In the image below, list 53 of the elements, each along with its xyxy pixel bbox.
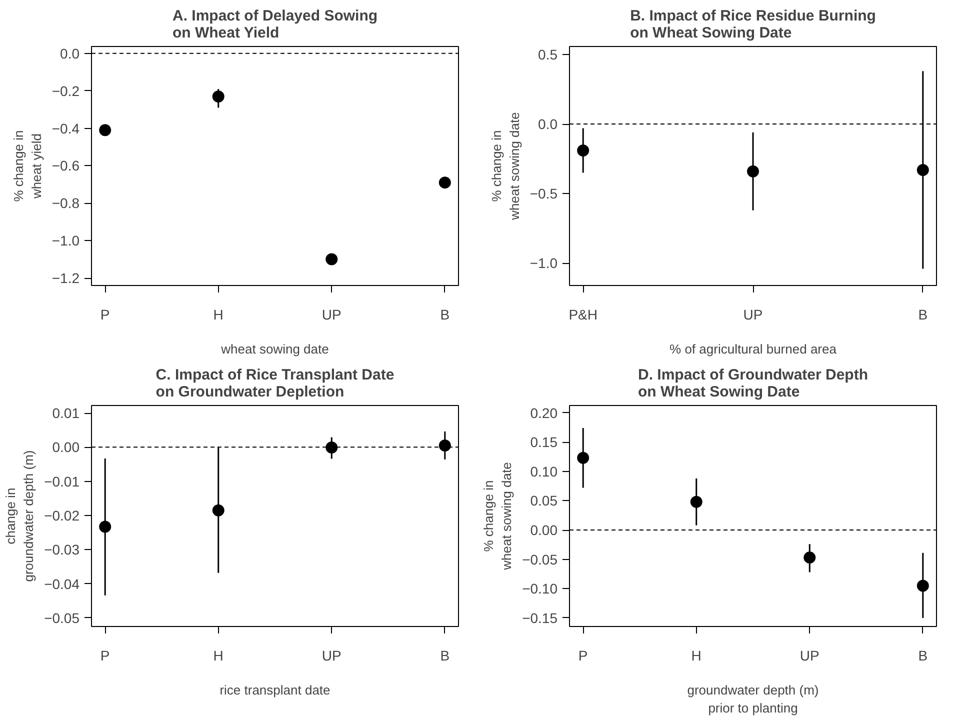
x-axis-title: wheat sowing date <box>220 342 329 356</box>
y-tick-label: 0.20 <box>530 404 558 421</box>
y-tick-label: 0.05 <box>530 492 558 509</box>
x-tick-label: B <box>918 648 928 664</box>
x-tick-label: P <box>100 306 110 322</box>
x-tick-label: B <box>918 306 928 322</box>
y-tick-label: 0.10 <box>530 463 558 480</box>
y-tick-label: −1.0 <box>52 232 80 249</box>
y-tick-label: −0.05 <box>522 551 558 568</box>
x-axis-title: % of agricultural burned area <box>670 342 838 356</box>
chart-title: D. Impact of Groundwater Depth on Wheat Sowing Date <box>638 366 868 400</box>
x-axis-title: groundwater depth (m) prior to planting <box>687 682 819 716</box>
y-tick-label: −0.15 <box>522 610 558 626</box>
x-tick-label: H <box>691 648 702 664</box>
chart-title: C. Impact of Rice Transplant Date on Groundwater Depletion <box>156 366 394 400</box>
x-tick-label: P <box>100 648 110 664</box>
y-tick-label: −0.05 <box>44 610 80 626</box>
y-tick-label: −0.6 <box>52 158 80 174</box>
x-tick-label: UP <box>322 648 342 664</box>
y-tick-label: −0.4 <box>52 120 80 136</box>
y-tick-label: −0.8 <box>52 195 80 212</box>
y-tick-label: −0.2 <box>52 82 80 99</box>
y-tick-label: 0.15 <box>530 434 558 450</box>
y-axis-title: % change in wheat sowing date <box>481 462 514 571</box>
chart-title: B. Impact of Rice Residue Burning on Wheat Sowing Date <box>630 8 876 42</box>
x-tick-label: H <box>213 648 224 664</box>
y-tick-label: −0.02 <box>44 507 80 524</box>
x-tick-label: UP <box>322 306 342 322</box>
x-tick-label: P&H <box>568 306 598 322</box>
y-tick-label: −0.04 <box>44 576 80 592</box>
y-tick-label: −0.5 <box>530 186 558 202</box>
y-tick-label: −0.03 <box>44 542 80 558</box>
x-tick-label: P <box>578 648 588 664</box>
x-tick-label: B <box>440 648 450 664</box>
x-tick-label: UP <box>800 648 820 664</box>
y-axis-title: % change in wheat sowing date <box>488 112 522 221</box>
y-axis-title: % change in wheat yield <box>10 130 44 202</box>
x-axis-title: rice transplant date <box>220 682 330 698</box>
x-tick-label: UP <box>743 306 763 322</box>
y-tick-label: −0.01 <box>44 473 80 490</box>
y-tick-label: −1.0 <box>530 255 558 272</box>
y-tick-label: 0.00 <box>530 522 558 538</box>
chart-title: A. Impact of Delayed Sowing on Wheat Yield <box>172 8 378 42</box>
y-tick-label: 0.00 <box>52 439 80 456</box>
x-tick-label: H <box>213 306 224 322</box>
y-tick-label: 0.0 <box>60 45 80 62</box>
y-tick-label: 0.01 <box>52 405 80 422</box>
y-tick-label: −1.2 <box>52 270 80 286</box>
y-tick-label: 0.5 <box>538 46 558 62</box>
y-axis-title: change in groundwater depth (m) <box>3 450 36 582</box>
y-tick-label: 0.0 <box>538 116 558 132</box>
y-tick-label: −0.10 <box>522 580 558 597</box>
x-tick-label: B <box>440 306 450 322</box>
